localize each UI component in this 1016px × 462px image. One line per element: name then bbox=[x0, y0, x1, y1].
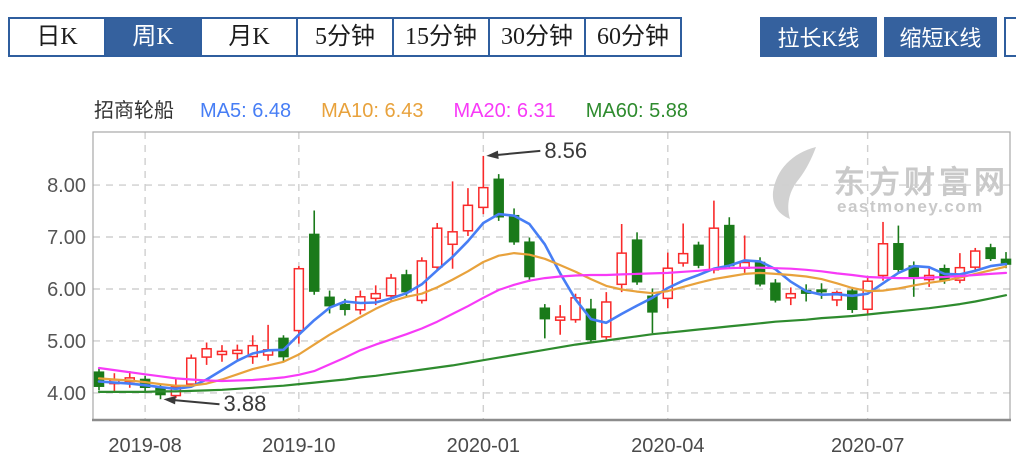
period-tab-group: 日K 周K 月K 5分钟 15分钟 30分钟 60分钟 bbox=[8, 17, 682, 57]
x-tick-label: 2020-07 bbox=[831, 435, 904, 457]
stock-name: 招商轮船 bbox=[94, 100, 174, 122]
y-tick-label: 7.00 bbox=[47, 227, 86, 249]
shrink-kline-button[interactable]: 缩短K线 bbox=[884, 17, 997, 57]
price-annotation: 8.56 bbox=[544, 138, 587, 163]
svg-text:eastmoney.com: eastmoney.com bbox=[837, 197, 984, 216]
period-tab-5分钟[interactable]: 5分钟 bbox=[298, 19, 394, 55]
axis-labels: 8.00 7.00 6.00 5.00 4.00 2019-08 2019-10 2020-0… bbox=[47, 175, 904, 457]
legend-ma60: MA60: 5.88 bbox=[585, 100, 689, 122]
ma-line-ma10 bbox=[97, 252, 1008, 387]
price-annotation: 3.88 bbox=[223, 391, 266, 416]
annotations: 8.56 3.88 bbox=[163, 138, 587, 416]
x-tick-label: 2020-04 bbox=[631, 435, 704, 457]
x-tick-label: 2020-01 bbox=[447, 435, 520, 457]
legend-ma10: MA10: 6.43 bbox=[321, 100, 424, 122]
x-tick-label: 2019-08 bbox=[108, 435, 181, 457]
ma-line-ma20 bbox=[97, 266, 1008, 383]
legend-ma5: MA5: 6.48 bbox=[200, 100, 292, 122]
period-tab-60分钟[interactable]: 60分钟 bbox=[586, 19, 680, 55]
period-tab-日K[interactable]: 日K bbox=[10, 19, 106, 55]
plot-border bbox=[92, 131, 1011, 422]
period-tab-30分钟[interactable]: 30分钟 bbox=[490, 19, 586, 55]
period-tab-月K[interactable]: 月K bbox=[202, 19, 298, 55]
ma-line-ma60 bbox=[97, 294, 1008, 393]
y-tick-label: 6.00 bbox=[47, 279, 86, 301]
legend-ma20: MA20: 6.31 bbox=[453, 100, 556, 122]
ma-line-ma5 bbox=[97, 212, 1008, 391]
kline-scale-buttons: 拉长K线 缩短K线 bbox=[760, 17, 1016, 57]
y-tick-label: 4.00 bbox=[47, 383, 86, 405]
y-tick-label: 5.00 bbox=[47, 331, 86, 353]
stretch-kline-button[interactable]: 拉长K线 bbox=[760, 17, 877, 57]
x-tick-label: 2019-10 bbox=[262, 435, 335, 457]
partial-button[interactable] bbox=[1004, 17, 1016, 57]
svg-text:东方财富网: 东方财富网 bbox=[834, 165, 1009, 200]
ma-lines bbox=[97, 212, 1008, 393]
period-tab-周K[interactable]: 周K bbox=[106, 19, 202, 55]
ma-legend-items: MA5: 6.48 MA10: 6.43 MA20: 6.31 MA60: 5.88 bbox=[200, 100, 718, 122]
period-tab-15分钟[interactable]: 15分钟 bbox=[394, 19, 490, 55]
y-tick-label: 8.00 bbox=[47, 175, 86, 197]
chart-legend: 招商轮船 MA5: 6.48 MA10: 6.43 MA20: 6.31 MA60: 5… bbox=[94, 94, 718, 123]
